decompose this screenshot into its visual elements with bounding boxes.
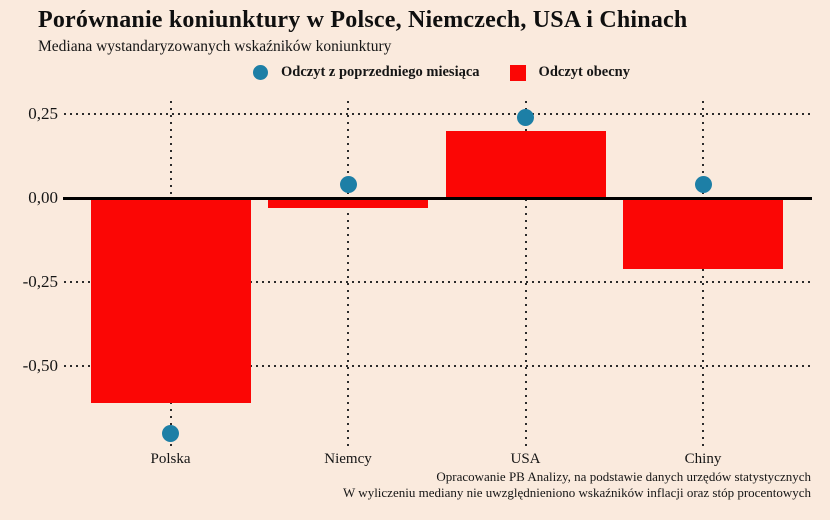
vertical-gridline-usa [524, 101, 527, 447]
legend-item-previous-month: Odczyt z poprzedniego miesiąca [253, 64, 480, 81]
legend-label-previous-month: Odczyt z poprzedniego miesiąca [281, 64, 480, 80]
gridline-0,25 [64, 113, 812, 115]
x-axis-label-chiny: Chiny [684, 451, 722, 467]
previous-month-dot-usa [517, 108, 534, 126]
legend-square-marker-icon [509, 64, 526, 81]
x-axis-label-usa: USA [510, 451, 541, 467]
previous-month-dot-polska [162, 424, 179, 442]
chart-legend: Odczyt z poprzedniego miesiąca Odczyt ob… [253, 64, 630, 81]
y-axis-tick--0,50: -0,50 [22, 356, 58, 375]
x-axis-label-niemcy: Niemcy [324, 451, 372, 467]
legend-circle-marker-icon [253, 65, 268, 80]
previous-month-dot-niemcy [339, 176, 357, 194]
previous-month-dot-chiny [694, 176, 712, 194]
chart-subtitle: Mediana wystandaryzowanych wskaźników ko… [38, 38, 392, 55]
zero-axis-line [63, 196, 812, 200]
vertical-gridline-chiny [702, 101, 704, 447]
footnote-source: Opracowanie PB Analizy, na podstawie dan… [436, 469, 811, 484]
legend-item-current: Odczyt obecny [509, 64, 630, 81]
vertical-gridline-niemcy [347, 101, 349, 447]
legend-label-current: Odczyt obecny [538, 64, 630, 80]
gridline--0,50 [64, 365, 812, 367]
y-axis-tick-0,00: 0,00 [28, 188, 58, 207]
bar-niemcy [268, 198, 428, 209]
footnote-methodology: W wyliczeniu mediany nie uwzględnieniono… [343, 484, 811, 500]
gridline--0,25 [64, 281, 812, 283]
x-axis-label-polska: Polska [150, 451, 191, 467]
y-axis-tick-0,25: 0,25 [28, 104, 58, 123]
bar-polska [90, 198, 251, 403]
chart-footnotes: Opracowanie PB Analizy, na podstawie dan… [343, 469, 811, 500]
y-axis-tick--0,25: -0,25 [22, 272, 58, 291]
bar-chiny [623, 198, 783, 269]
chart-title: Porównanie koniunktury w Polsce, Niemcze… [38, 7, 688, 33]
bar-usa [445, 130, 606, 198]
